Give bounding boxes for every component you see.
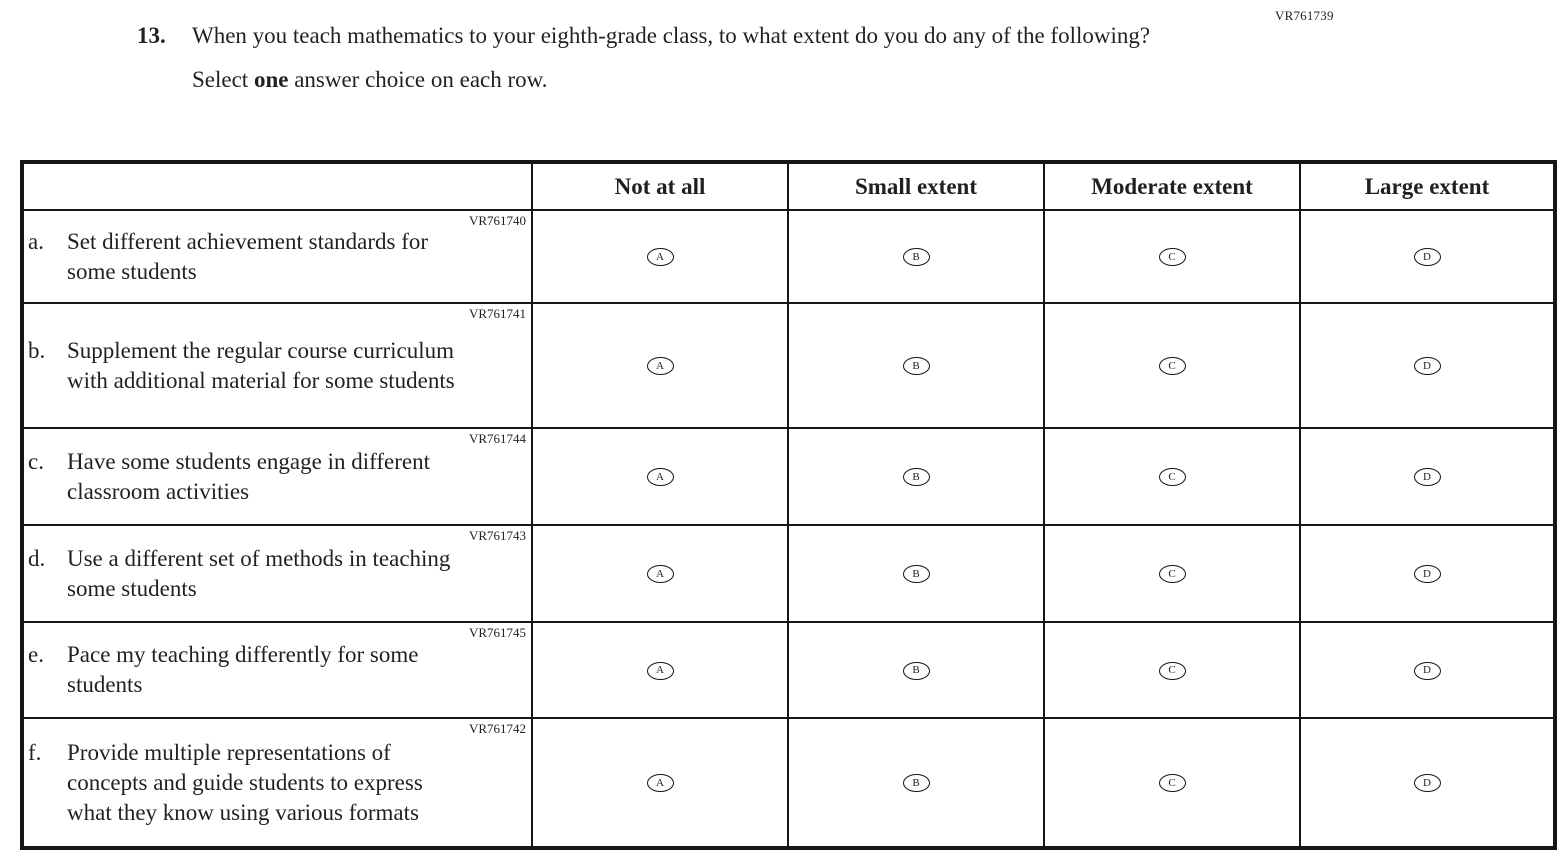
- row-letter: c.: [28, 448, 44, 474]
- answer-bubble-c[interactable]: C: [1158, 248, 1186, 267]
- option-cell-small-extent: B: [787, 524, 1045, 623]
- option-cell-small-extent: B: [787, 717, 1045, 849]
- row-text: Use a different set of methods in teachi…: [67, 545, 451, 601]
- question-number: 13.: [137, 23, 166, 48]
- answer-bubble-b[interactable]: B: [902, 774, 930, 793]
- instruction-suffix: answer choice on each row.: [288, 67, 548, 92]
- question-cell: VR761741 b. Supplement the regular cours…: [21, 302, 533, 429]
- column-header-not-at-all: Not at all: [531, 161, 789, 211]
- row-text: Have some students engage in different c…: [67, 448, 430, 504]
- row-text: Pace my teaching differently for some st…: [67, 642, 419, 697]
- instruction-prefix: Select: [192, 67, 254, 92]
- option-cell-moderate-extent: C: [1043, 524, 1301, 623]
- answer-bubble-b[interactable]: B: [902, 468, 930, 487]
- option-cell-large-extent: D: [1299, 717, 1556, 849]
- row-text: Provide multiple representations of conc…: [67, 739, 423, 825]
- table-body: VR761740 a. Set different achievement st…: [21, 209, 1556, 849]
- answer-bubble-a[interactable]: A: [646, 774, 674, 793]
- question-text: When you teach mathematics to your eight…: [192, 23, 1151, 48]
- option-cell-moderate-extent: C: [1043, 427, 1301, 526]
- answer-bubble-a[interactable]: A: [646, 565, 674, 584]
- option-cell-large-extent: D: [1299, 427, 1556, 526]
- option-cell-not-at-all: A: [531, 427, 789, 526]
- table-row: VR761743 d. Use a different set of metho…: [21, 524, 1556, 623]
- option-cell-large-extent: D: [1299, 621, 1556, 719]
- row-text: Set different achievement standards for …: [67, 228, 429, 284]
- question-cell: VR761744 c. Have some students engage in…: [21, 427, 533, 526]
- answer-bubble-a[interactable]: A: [646, 661, 674, 680]
- row-letter: d.: [28, 545, 46, 571]
- answer-bubble-d[interactable]: D: [1413, 357, 1441, 376]
- answer-bubble-d[interactable]: D: [1413, 248, 1441, 267]
- option-cell-large-extent: D: [1299, 209, 1556, 304]
- question-cell: VR761742 f. Provide multiple representat…: [21, 717, 533, 849]
- row-variable-code: VR761743: [468, 528, 526, 543]
- option-cell-not-at-all: A: [531, 621, 789, 719]
- question-cell: VR761743 d. Use a different set of metho…: [21, 524, 533, 623]
- column-header-small-extent: Small extent: [787, 161, 1045, 211]
- answer-bubble-c[interactable]: C: [1158, 565, 1186, 584]
- answer-bubble-b[interactable]: B: [902, 661, 930, 680]
- option-cell-small-extent: B: [787, 302, 1045, 429]
- answer-bubble-c[interactable]: C: [1158, 661, 1186, 680]
- option-cell-small-extent: B: [787, 427, 1045, 526]
- option-cell-moderate-extent: C: [1043, 621, 1301, 719]
- row-variable-code: VR761740: [468, 213, 526, 228]
- option-cell-not-at-all: A: [531, 302, 789, 429]
- row-variable-code: VR761745: [468, 625, 526, 640]
- row-variable-code: VR761742: [468, 721, 526, 736]
- column-header-large-extent: Large extent: [1299, 161, 1556, 211]
- answer-bubble-b[interactable]: B: [902, 565, 930, 584]
- option-cell-not-at-all: A: [531, 209, 789, 304]
- answer-bubble-d[interactable]: D: [1413, 661, 1441, 680]
- answer-bubble-a[interactable]: A: [646, 468, 674, 487]
- table-row: VR761744 c. Have some students engage in…: [21, 427, 1556, 526]
- option-cell-moderate-extent: C: [1043, 302, 1301, 429]
- question-block: 13. When you teach mathematics to your e…: [137, 20, 1257, 96]
- table-row: VR761741 b. Supplement the regular cours…: [21, 302, 1556, 429]
- table-row: VR761740 a. Set different achievement st…: [21, 209, 1556, 304]
- question-cell: VR761745 e. Pace my teaching differently…: [21, 621, 533, 719]
- answer-bubble-c[interactable]: C: [1158, 468, 1186, 487]
- option-cell-moderate-extent: C: [1043, 209, 1301, 304]
- answer-bubble-c[interactable]: C: [1158, 774, 1186, 793]
- answer-bubble-d[interactable]: D: [1413, 774, 1441, 793]
- row-letter: f.: [28, 739, 42, 765]
- row-variable-code: VR761744: [468, 431, 526, 446]
- row-letter: a.: [28, 228, 44, 254]
- row-text: Supplement the regular course curriculum…: [67, 337, 455, 393]
- table-row: VR761745 e. Pace my teaching differently…: [21, 621, 1556, 719]
- answer-matrix-table: Not at all Small extent Moderate extent …: [20, 160, 1557, 850]
- option-cell-moderate-extent: C: [1043, 717, 1301, 849]
- answer-bubble-d[interactable]: D: [1413, 565, 1441, 584]
- row-letter: e.: [28, 642, 44, 667]
- option-cell-small-extent: B: [787, 621, 1045, 719]
- answer-bubble-d[interactable]: D: [1413, 468, 1441, 487]
- row-letter: b.: [28, 337, 46, 363]
- answer-bubble-c[interactable]: C: [1158, 357, 1186, 376]
- option-cell-not-at-all: A: [531, 524, 789, 623]
- table-header: Not at all Small extent Moderate extent …: [21, 161, 1556, 211]
- question-instruction: Select one answer choice on each row.: [192, 64, 1257, 96]
- row-variable-code: VR761741: [468, 306, 526, 321]
- answer-bubble-b[interactable]: B: [902, 248, 930, 267]
- instruction-emphasis: one: [253, 67, 289, 92]
- answer-bubble-b[interactable]: B: [902, 357, 930, 376]
- option-cell-small-extent: B: [787, 209, 1045, 304]
- table-row: VR761742 f. Provide multiple representat…: [21, 717, 1556, 849]
- column-header-moderate-extent: Moderate extent: [1043, 161, 1301, 211]
- page-variable-code: VR761739: [1275, 8, 1334, 23]
- answer-bubble-a[interactable]: A: [646, 248, 674, 267]
- answer-bubble-a[interactable]: A: [646, 357, 674, 376]
- option-cell-large-extent: D: [1299, 524, 1556, 623]
- option-cell-large-extent: D: [1299, 302, 1556, 429]
- question-cell: VR761740 a. Set different achievement st…: [21, 209, 533, 304]
- option-cell-not-at-all: A: [531, 717, 789, 849]
- corner-cell: [21, 161, 533, 211]
